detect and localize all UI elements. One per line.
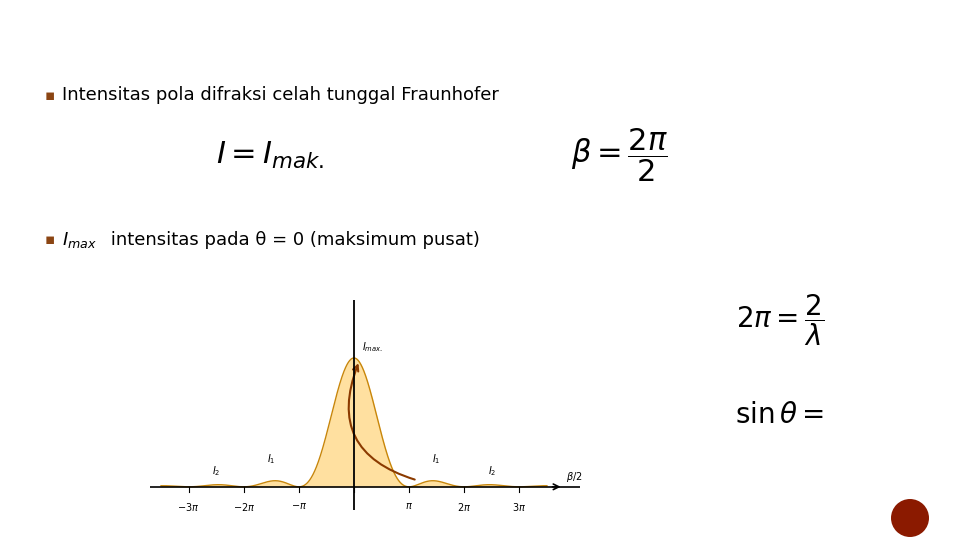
Text: $I_1$: $I_1$: [267, 453, 276, 466]
Text: $I_{max}$: $I_{max}$: [62, 230, 97, 250]
Text: $I_2$: $I_2$: [212, 464, 221, 478]
Text: $-3\pi$: $-3\pi$: [178, 501, 200, 513]
Text: $-2\pi$: $-2\pi$: [232, 501, 255, 513]
Text: intensitas pada θ = 0 (maksimum pusat): intensitas pada θ = 0 (maksimum pusat): [105, 231, 480, 249]
Text: $3\pi$: $3\pi$: [513, 501, 526, 513]
Text: $\sin\theta = $: $\sin\theta = $: [735, 401, 825, 429]
Text: $\beta/2$: $\beta/2$: [566, 470, 583, 484]
Text: $\pi$: $\pi$: [405, 501, 413, 511]
Text: $2\pi$: $2\pi$: [457, 501, 471, 513]
Text: $\beta = \dfrac{2\pi}{2}$: $\beta = \dfrac{2\pi}{2}$: [571, 126, 668, 184]
Text: $I_2$: $I_2$: [488, 464, 496, 478]
Text: Intensitas pola difraksi celah tunggal Fraunhofer: Intensitas pola difraksi celah tunggal F…: [62, 86, 499, 104]
Text: $I_{max.}$: $I_{max.}$: [362, 340, 383, 354]
Text: $2\pi = \dfrac{2}{\lambda}$: $2\pi = \dfrac{2}{\lambda}$: [736, 292, 824, 348]
Text: $I = I_{mak.}$: $I = I_{mak.}$: [216, 139, 324, 171]
Text: $-\pi$: $-\pi$: [291, 501, 307, 511]
Text: ▪: ▪: [45, 87, 55, 103]
Text: ▪: ▪: [45, 233, 55, 247]
Text: $I_1$: $I_1$: [432, 453, 441, 466]
